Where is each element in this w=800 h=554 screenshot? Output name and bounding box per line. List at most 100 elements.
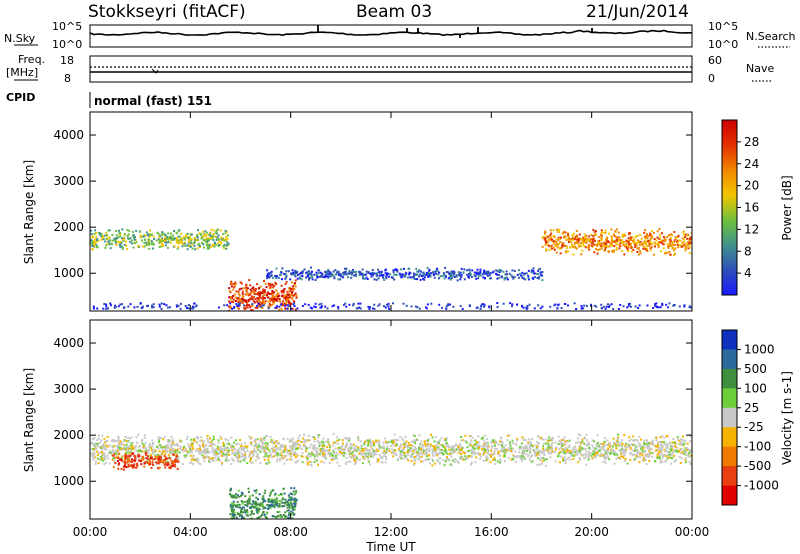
scatter-cell [578, 245, 581, 248]
scatter-cell [144, 446, 147, 449]
scatter-cell [615, 447, 618, 450]
scatter-cell [511, 457, 514, 460]
scatter-cell [681, 439, 684, 442]
scatter-cell [106, 435, 109, 438]
scatter-cell [419, 452, 422, 455]
scatter-cell [267, 275, 270, 278]
scatter-cell [274, 448, 277, 451]
scatter-cell [469, 442, 472, 444]
scatter-cell [183, 454, 186, 457]
scatter-cell [293, 305, 296, 307]
scatter-cell [305, 446, 308, 448]
scatter-cell [382, 445, 385, 448]
scatter-cell [371, 448, 374, 450]
scatter-cell [317, 272, 320, 275]
scatter-cell [679, 462, 682, 464]
scatter-cell [230, 300, 233, 303]
scatter-cell [662, 243, 665, 246]
scatter-cell [523, 272, 526, 275]
scatter-cell [152, 243, 155, 246]
scatter-cell [274, 274, 276, 277]
scatter-cell [373, 307, 376, 310]
scatter-cell [630, 438, 633, 441]
scatter-cell [674, 449, 677, 452]
scatter-cell [552, 246, 555, 249]
scatter-cell [457, 274, 460, 277]
scatter-cell [688, 243, 691, 246]
scatter-cell [594, 456, 597, 459]
scatter-cell [646, 247, 649, 250]
scatter-cell [450, 455, 453, 458]
scatter-cell [532, 272, 535, 275]
scatter-cell [675, 459, 677, 462]
scatter-cell [309, 272, 312, 275]
scatter-cell [358, 452, 361, 455]
scatter-cell [270, 456, 273, 459]
scatter-cell [407, 449, 410, 452]
scatter-cell [606, 439, 609, 442]
scatter-cell [237, 300, 240, 303]
scatter-cell [299, 272, 302, 274]
scatter-cell [274, 281, 277, 284]
scatter-cell [527, 278, 530, 281]
scatter-cell [683, 442, 686, 445]
scatter-cell [640, 448, 643, 451]
scatter-cell [373, 442, 376, 445]
scatter-cell [115, 237, 118, 240]
scatter-cell [491, 445, 493, 448]
scatter-cell [647, 445, 649, 448]
scatter-cell [93, 436, 96, 439]
scatter-cell [113, 237, 116, 240]
scatter-cell [120, 449, 123, 451]
scatter-cell [196, 235, 199, 238]
scatter-cell [92, 447, 95, 450]
scatter-cell [508, 434, 511, 437]
scatter-cell [277, 297, 280, 300]
scatter-cell [202, 230, 205, 233]
scatter-cell [285, 274, 288, 277]
scatter-cell [425, 271, 428, 274]
scatter-cell [378, 303, 381, 306]
scatter-cell [186, 435, 189, 438]
scatter-cell [538, 276, 541, 278]
scatter-cell [668, 451, 671, 454]
scatter-cell [94, 460, 97, 463]
scatter-cell [98, 232, 101, 235]
scatter-cell [681, 451, 684, 454]
nave-label: Nave [746, 62, 774, 75]
scatter-cell [184, 449, 187, 452]
scatter-cell [312, 453, 315, 456]
scatter-cell [155, 453, 158, 456]
scatter-cell [636, 251, 639, 253]
scatter-cell [593, 456, 596, 459]
scatter-cell [343, 448, 346, 451]
scatter-cell [521, 436, 524, 439]
scatter-cell [412, 463, 415, 466]
scatter-cell [497, 443, 500, 446]
scatter-cell [161, 453, 164, 456]
scatter-cell [458, 443, 461, 446]
scatter-cell [265, 286, 268, 289]
scatter-cell [150, 466, 153, 469]
scatter-cell [342, 303, 345, 306]
scatter-cell [608, 245, 611, 248]
scatter-cell [230, 447, 233, 450]
scatter-cell [221, 453, 224, 455]
scatter-cell [551, 240, 554, 242]
scatter-cell [308, 278, 310, 281]
scatter-cell [269, 286, 272, 289]
scatter-cell [590, 304, 592, 307]
scatter-cell [628, 239, 631, 241]
scatter-cell [485, 438, 488, 441]
scatter-cell [478, 441, 481, 444]
scatter-cell [210, 443, 212, 446]
scatter-cell [661, 232, 663, 235]
scatter-cell [289, 290, 292, 293]
scatter-cell [105, 448, 108, 451]
scatter-cell [427, 439, 429, 442]
scatter-cell [210, 235, 212, 238]
scatter-cell [467, 455, 470, 458]
scatter-cell [560, 446, 563, 449]
scatter-cell [172, 464, 174, 467]
scatter-cell [422, 273, 425, 276]
